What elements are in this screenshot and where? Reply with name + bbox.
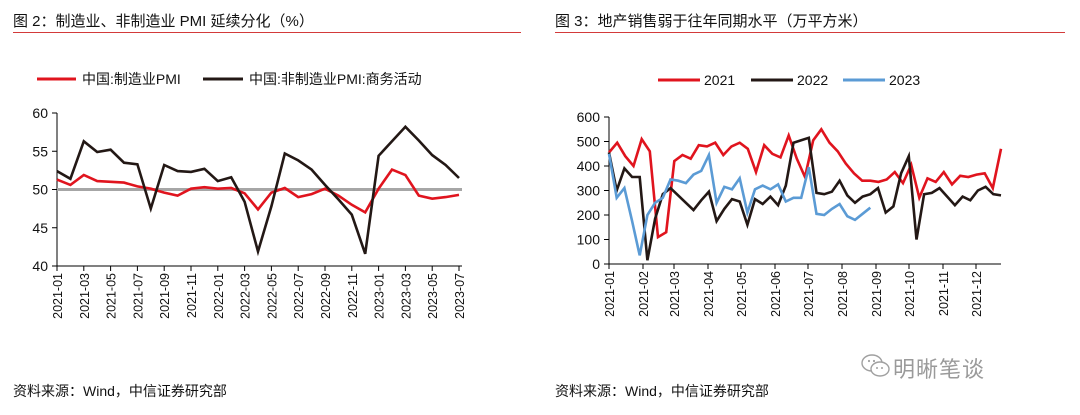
sales-x-tick-label: 2021-11 — [937, 271, 951, 316]
pmi-y-tick-label: 55 — [32, 143, 48, 159]
pmi-x-tick-label: 2022-05 — [265, 273, 279, 319]
sales-legend-label-2022: 2022 — [797, 72, 828, 88]
pmi-x-tick-label: 2021-01 — [51, 273, 65, 319]
pmi-x-tick-label: 2021-07 — [131, 273, 145, 319]
figure-3-title: 图 3：地产销售弱于往年同期水平（万平方米） — [555, 13, 868, 30]
pmi-x-tick-label: 2022-01 — [212, 273, 226, 319]
wechat-icon — [861, 354, 890, 377]
pmi-x-tick-label: 2022-09 — [319, 273, 333, 319]
pmi-y-tick-label: 60 — [32, 105, 48, 121]
pmi-x-tick-label: 2023-05 — [426, 273, 440, 319]
sales-x-tick-label: 2021-02 — [637, 271, 651, 317]
pmi-y-tick-label: 50 — [32, 182, 48, 198]
sales-x-tick-label: 2021-08 — [836, 271, 850, 317]
pmi-x-tick-label: 2021-09 — [158, 273, 172, 319]
sales-y-tick-label: 200 — [577, 207, 601, 223]
pmi-x-tick-label: 2022-11 — [346, 273, 360, 318]
pmi-y-tick-label: 40 — [32, 258, 48, 274]
figure-2-title-rule — [13, 32, 521, 33]
pmi-x-tick-label: 2022-07 — [292, 273, 306, 319]
sales-x-tick-label: 2021-12 — [970, 271, 984, 317]
sales-y-tick-label: 600 — [577, 109, 601, 125]
watermark-text: 明晰笔谈 — [893, 357, 986, 382]
sales-x-tick-label: 2021-09 — [870, 271, 884, 317]
pmi-x-tick-label: 2023-07 — [453, 273, 467, 319]
sales-x-tick-label: 2021-01 — [603, 271, 617, 317]
figure-2-title: 图 2：制造业、非制造业 PMI 延续分化（%） — [13, 13, 314, 30]
pmi-x-tick-label: 2023-01 — [373, 273, 387, 319]
sales-y-tick-label: 0 — [592, 256, 600, 272]
pmi-x-tick-label: 2021-05 — [105, 273, 119, 319]
sales-x-tick-label: 2021-04 — [702, 271, 716, 317]
sales-y-tick-label: 300 — [577, 183, 601, 199]
pmi-x-tick-label: 2021-03 — [78, 273, 92, 319]
sales-x-tick-label: 2021-05 — [735, 271, 749, 317]
sales-series-2021-line — [608, 126, 1003, 240]
sales-series-2022-line — [607, 136, 1002, 261]
pmi-x-tick-label: 2021-11 — [185, 273, 199, 318]
pmi-y-tick-label: 45 — [32, 220, 48, 236]
sales-legend-label-2021: 2021 — [704, 72, 735, 88]
sales-y-tick-label: 100 — [577, 232, 601, 248]
sales-x-tick-label: 2021-07 — [802, 271, 816, 317]
pmi-x-tick-label: 2023-03 — [399, 273, 413, 319]
sales-y-tick-label: 500 — [577, 134, 601, 150]
pmi-x-tick-label: 2022-03 — [239, 273, 253, 319]
pmi-legend-label-manufacturing: 中国:制造业PMI — [82, 71, 181, 87]
sales-x-tick-label: 2021-03 — [668, 271, 682, 317]
sales-x-tick-label: 2021-10 — [903, 271, 917, 317]
figure-3-title-rule — [555, 32, 1065, 33]
sales-x-tick-label: 2021-06 — [769, 271, 783, 317]
sales-y-tick-label: 400 — [577, 158, 601, 174]
figure-2-source: 资料来源：Wind，中信证券研究部 — [13, 383, 227, 399]
figure-3-source: 资料来源：Wind，中信证券研究部 — [555, 383, 769, 399]
sales-series-2023-line — [607, 150, 872, 256]
sales-legend-label-2023: 2023 — [889, 72, 920, 88]
pmi-legend-label-non-manufacturing: 中国:非制造业PMI:商务活动 — [249, 71, 422, 87]
